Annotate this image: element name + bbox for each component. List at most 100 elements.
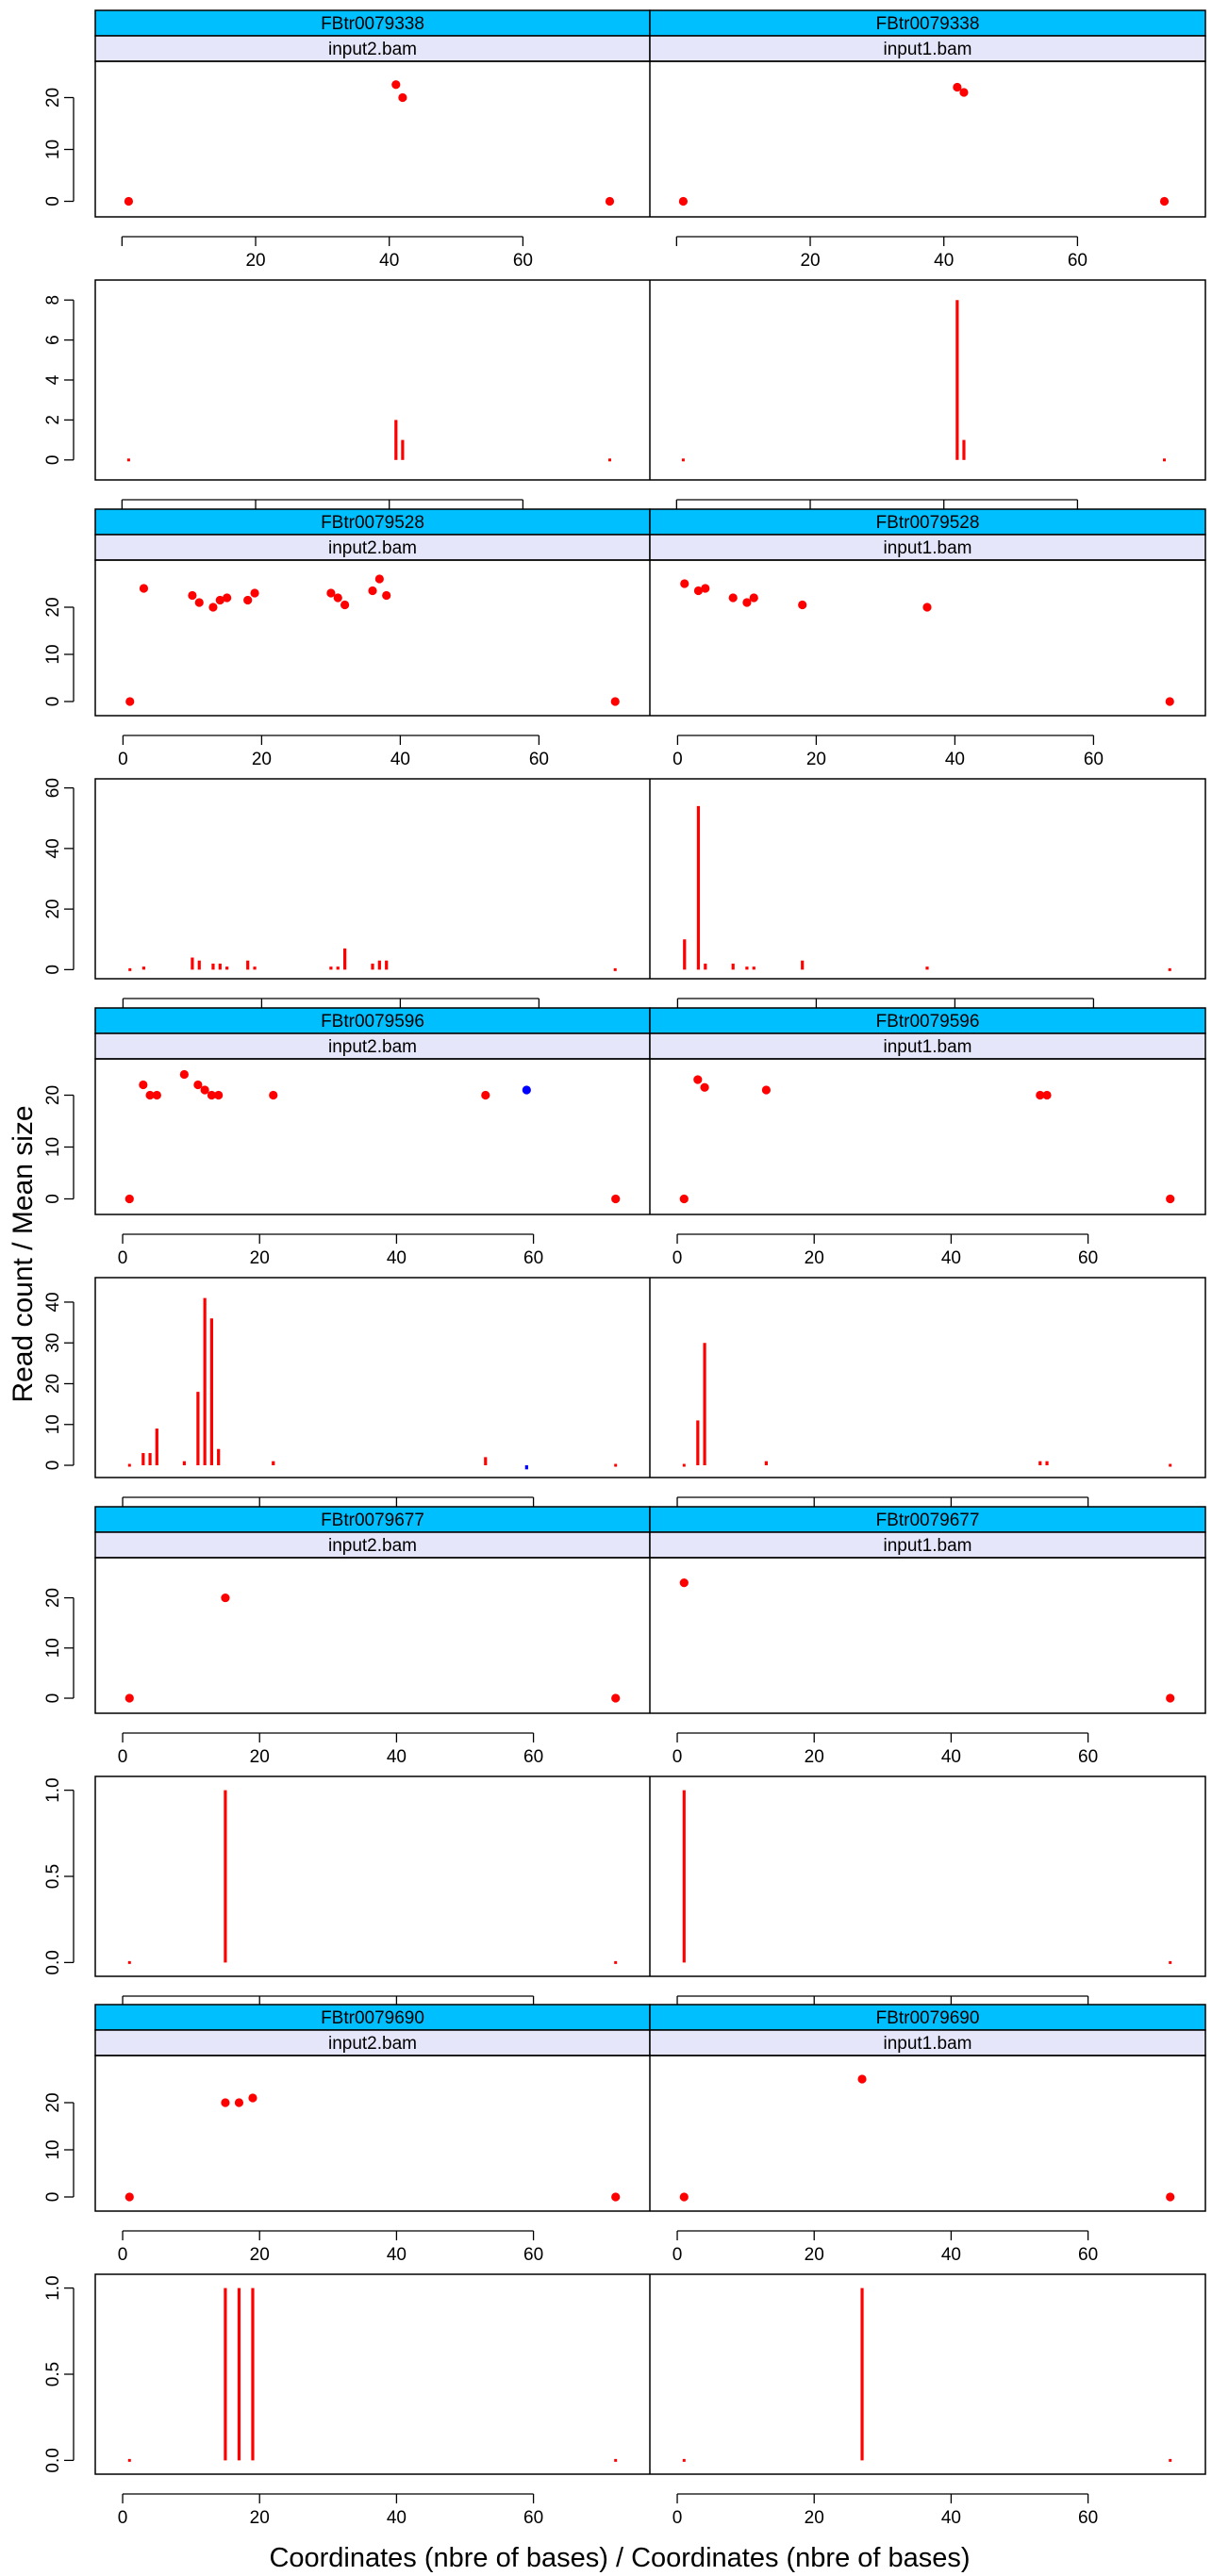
y-tick-label: 10 [43, 1414, 63, 1434]
x-tick-label: 60 [523, 2245, 543, 2265]
size-point [481, 1090, 490, 1100]
y-tick-label: 2 [43, 415, 63, 425]
size-point [1042, 1090, 1052, 1100]
y-tick-label: 10 [43, 1638, 63, 1658]
size-point [857, 2074, 867, 2084]
size-point [340, 600, 350, 610]
size-point [1165, 697, 1174, 706]
y-tick-label: 0 [43, 2192, 63, 2203]
x-tick-label: 40 [941, 1747, 961, 1767]
size-point [326, 588, 336, 598]
size-point [611, 1693, 621, 1703]
x-tick-label: 60 [523, 1747, 543, 1767]
size-point [179, 1069, 189, 1080]
strip-file-label: input1.bam [883, 538, 971, 558]
size-point [368, 586, 377, 596]
size-point [959, 88, 969, 97]
x-tick-label: 40 [941, 2508, 961, 2528]
strip-file-label: input1.bam [883, 1037, 971, 1057]
y-tick-label: 0 [43, 1461, 63, 1471]
x-tick-label: 40 [945, 750, 965, 769]
size-point [139, 1080, 148, 1090]
size-point [194, 598, 204, 607]
y-tick-label: 0 [43, 965, 63, 975]
size-point [1166, 2192, 1175, 2202]
x-tick-label: 20 [800, 251, 820, 271]
strip-transcript [649, 9, 1206, 37]
x-tick-label: 60 [1078, 2245, 1098, 2265]
x-tick-label: 20 [806, 750, 826, 769]
strip-file-label: input1.bam [883, 1536, 971, 1556]
strip-transcript [94, 2004, 651, 2031]
x-tick-label: 40 [387, 1747, 407, 1767]
strip-transcript [649, 1007, 1206, 1034]
size-point [125, 1693, 134, 1703]
x-tick-label: 60 [529, 750, 549, 769]
x-tick-label: 0 [672, 2508, 683, 2528]
size-point [234, 2098, 244, 2107]
strip-transcript [94, 9, 651, 37]
plot-groups: FBtr0079338 input2.bam FBtr0079338 input1.b… [43, 9, 1206, 2528]
strip-file [94, 534, 651, 561]
x-tick-label: 20 [805, 2245, 824, 2265]
x-tick-label: 60 [523, 1248, 543, 1268]
strip-file [649, 2029, 1206, 2056]
y-tick-label: 20 [43, 1085, 63, 1105]
x-tick-label: 0 [118, 750, 128, 769]
size-point [125, 697, 135, 706]
size-point [728, 593, 738, 603]
strip-transcript [649, 1506, 1206, 1533]
size-point [152, 1090, 161, 1100]
size-point [124, 196, 134, 206]
x-tick-label: 60 [1068, 251, 1087, 271]
y-tick-label: 0.5 [43, 2362, 63, 2386]
strip-transcript [94, 1506, 651, 1533]
strip-file [649, 1531, 1206, 1559]
x-tick-label: 0 [118, 1248, 128, 1268]
y-tick-label: 0.0 [43, 1950, 63, 1974]
x-tick-label: 0 [672, 2245, 683, 2265]
strip-transcript-label: FBtr0079677 [321, 1511, 424, 1530]
strip-transcript-label: FBtr0079338 [321, 14, 424, 34]
x-tick-label: 60 [1078, 2508, 1098, 2528]
strip-file-label: input1.bam [883, 2034, 971, 2054]
x-tick-label: 40 [387, 2508, 407, 2528]
x-tick-label: 40 [387, 2245, 407, 2265]
x-tick-label: 60 [1084, 750, 1104, 769]
strip-file [94, 1531, 651, 1559]
size-point [1166, 1194, 1175, 1204]
size-point [679, 2192, 689, 2202]
x-axis-label: Coordinates (nbre of bases) / Coordinate… [269, 2543, 970, 2573]
size-point [922, 603, 932, 612]
y-tick-label: 0.0 [43, 2448, 63, 2472]
x-tick-label: 20 [805, 2508, 824, 2528]
strip-transcript-label: FBtr0079596 [876, 1012, 980, 1032]
size-point [700, 1082, 709, 1092]
size-point [248, 2093, 257, 2103]
size-point [680, 579, 689, 588]
strip-transcript [94, 1007, 651, 1034]
size-point [605, 196, 615, 206]
y-tick-label: 0 [43, 455, 63, 466]
x-tick-label: 20 [250, 1248, 270, 1268]
y-tick-label: 20 [43, 88, 63, 107]
size-point [215, 595, 224, 605]
x-tick-label: 20 [805, 1248, 824, 1268]
x-tick-label: 20 [245, 251, 265, 271]
size-point [269, 1090, 278, 1100]
strip-file-label: input1.bam [883, 40, 971, 59]
x-tick-label: 0 [118, 2245, 128, 2265]
x-tick-label: 20 [250, 1747, 270, 1767]
strip-file-label: input2.bam [328, 2034, 417, 2054]
transcript-group: FBtr0079690 input2.bam FBtr0079690 input1.b… [43, 2004, 1206, 2528]
size-point [382, 590, 391, 601]
y-axis-label: Read count / Mean size [8, 1105, 39, 1402]
y-tick-label: 6 [43, 335, 63, 345]
y-tick-label: 10 [43, 1137, 63, 1157]
size-point [139, 584, 149, 593]
y-tick-label: 1.0 [43, 2275, 63, 2300]
y-tick-label: 10 [43, 644, 63, 664]
y-tick-label: 4 [43, 374, 63, 385]
